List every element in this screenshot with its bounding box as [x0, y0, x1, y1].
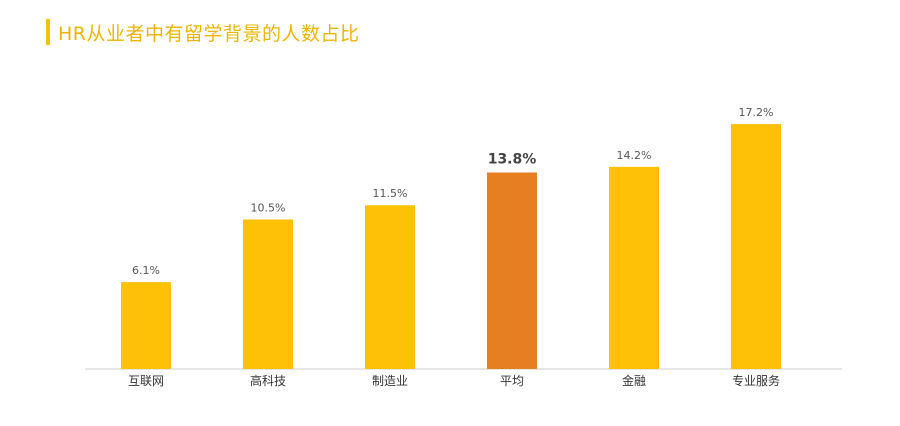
- bar-value-label-2: 11.5%: [373, 187, 408, 200]
- bar-3: [487, 172, 537, 369]
- category-label-5: 专业服务: [732, 373, 780, 388]
- category-label-0: 互联网: [128, 374, 164, 388]
- bar-value-label-1: 10.5%: [251, 201, 286, 214]
- bar-value-label-5: 17.2%: [739, 106, 774, 119]
- bar-1: [243, 219, 293, 369]
- category-label-1: 高科技: [250, 373, 286, 388]
- category-label-3: 平均: [500, 374, 524, 388]
- chart-title-block: HR从业者中有留学背景的人数占比: [46, 19, 360, 45]
- chart-title: HR从业者中有留学背景的人数占比: [58, 22, 360, 45]
- bar-value-label-0: 6.1%: [132, 264, 160, 277]
- bar-4: [609, 166, 659, 369]
- bar-value-label-4: 14.2%: [617, 149, 652, 162]
- bar-5: [731, 124, 781, 370]
- bar-value-label-3: 13.8%: [488, 151, 537, 167]
- category-label-4: 金融: [622, 373, 646, 388]
- bar-0: [121, 282, 171, 369]
- category-label-2: 制造业: [372, 374, 408, 388]
- title-accent-bar: [46, 19, 50, 45]
- bar-2: [365, 205, 415, 369]
